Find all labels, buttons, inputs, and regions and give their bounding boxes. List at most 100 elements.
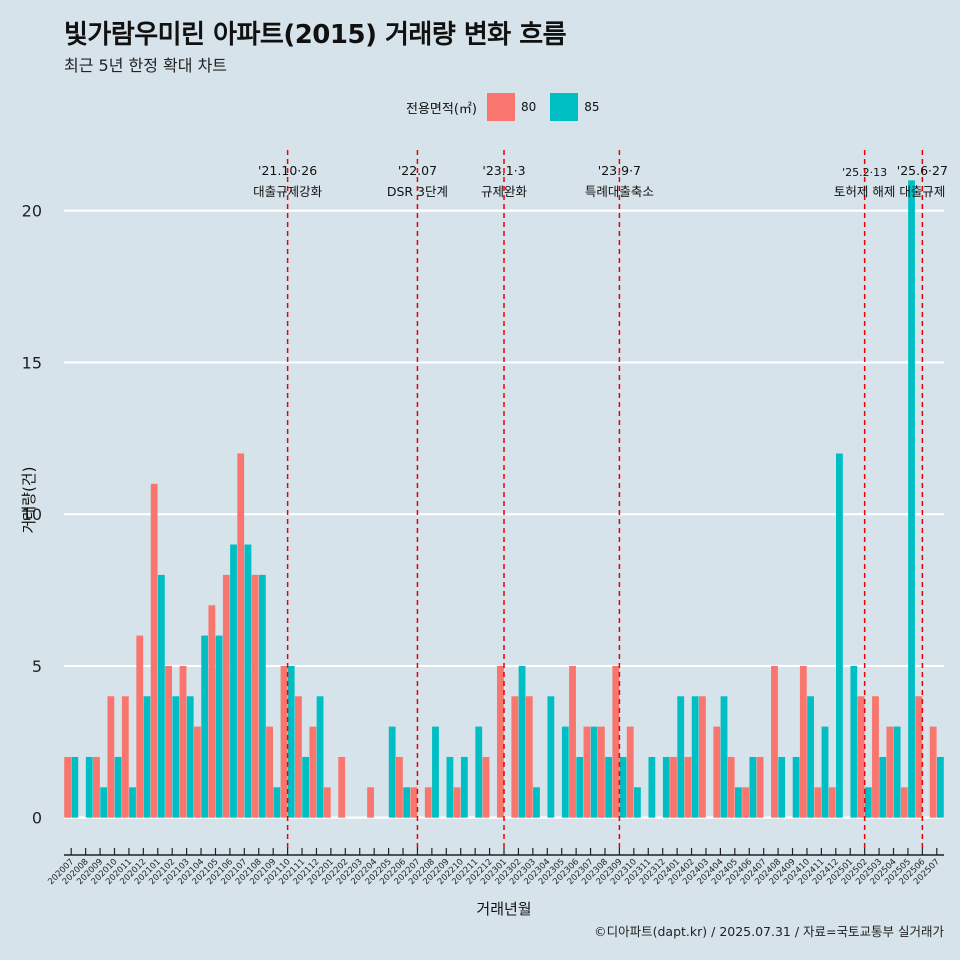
bar-80-202204 [367, 787, 374, 818]
bar-80-202201 [323, 787, 331, 818]
bar-85-202410 [807, 696, 814, 818]
bar-85-202507 [936, 756, 944, 818]
bar-85-202104 [201, 635, 209, 818]
y-tick-label-0: 0 [32, 809, 42, 828]
bar-85-202110 [287, 665, 295, 818]
bar-85-202402 [691, 696, 699, 818]
bar-85-202010 [114, 756, 122, 818]
bar-80-202406 [742, 787, 750, 818]
bar-80-202207 [410, 787, 418, 818]
bar-80-202102 [165, 665, 172, 818]
bar-85-202312 [662, 756, 670, 818]
legend-label-80: 80 [520, 100, 537, 114]
bar-80-202307 [583, 726, 591, 818]
bar-85-202208 [432, 726, 439, 818]
bar-85-202302 [518, 665, 526, 818]
bar-80-202306 [569, 665, 576, 818]
bar-80-202308 [597, 726, 605, 818]
y-tick-label-15: 15 [22, 353, 42, 372]
bar-85-202109 [273, 787, 281, 818]
bar-80-202106 [222, 574, 230, 818]
chart-title: 빛가람우미린 아파트(2015) 거래량 변화 흐름 [64, 20, 567, 50]
bar-80-202404 [713, 726, 721, 818]
bar-85-202503 [879, 756, 887, 818]
bar-80-202401 [670, 756, 677, 818]
bar-80-202301 [496, 665, 504, 818]
bar-80-202111 [295, 696, 302, 818]
legend-key-85 [550, 93, 579, 121]
bar-85-202103 [186, 696, 194, 818]
legend-key-80 [486, 93, 515, 121]
event-date-2: '23.1·3 [482, 163, 525, 178]
bar-80-202012 [136, 635, 144, 818]
bar-80-202009 [93, 756, 100, 818]
event-label-4: 토허제 해제 [834, 184, 895, 199]
bar-85-202501 [850, 665, 858, 818]
bar-85-202205 [388, 726, 396, 818]
bar-85-202505 [908, 180, 915, 818]
bar-80-202303 [525, 696, 533, 818]
bar-85-202307 [590, 726, 598, 818]
bar-85-202504 [893, 726, 901, 818]
event-label-1: DSR 3단계 [387, 184, 448, 199]
source-caption: ©디아파트(dapt.kr) / 2025.07.31 / 자료=국토교통부 실… [594, 924, 944, 939]
bar-80-202403 [698, 696, 706, 818]
bar-80-202208 [424, 787, 432, 818]
y-tick-label-20: 20 [22, 202, 42, 221]
bar-85-202007 [71, 756, 79, 818]
bar-80-202109 [266, 726, 273, 818]
bar-80-202505 [900, 787, 908, 818]
bar-80-202502 [857, 696, 865, 818]
bar-85-202111 [302, 756, 310, 818]
bar-85-202401 [677, 696, 685, 818]
bar-80-202503 [872, 696, 879, 818]
bar-80-202212 [482, 756, 490, 818]
bar-85-202502 [864, 787, 872, 818]
bar-80-202402 [684, 756, 692, 818]
event-date-3: '23.9·7 [598, 163, 641, 178]
bar-85-202106 [230, 544, 237, 818]
bar-80-202107 [237, 453, 245, 818]
legend: 전용면적(㎡) 80 85 [406, 93, 614, 121]
event-label-5: 대출규제 [899, 184, 945, 199]
bar-80-202007 [64, 756, 72, 818]
bar-85-202206 [403, 787, 411, 818]
y-tick-label-5: 5 [32, 657, 42, 676]
bar-80-202504 [886, 726, 894, 818]
bar-85-202305 [561, 726, 569, 818]
bar-80-202407 [756, 756, 764, 818]
bar-80-202410 [799, 665, 807, 818]
bar-80-202405 [727, 756, 735, 818]
bar-80-202412 [828, 787, 836, 818]
bar-85-202409 [792, 756, 800, 818]
bar-85-202308 [605, 756, 612, 818]
event-label-3: 특례대출축소 [585, 184, 654, 199]
bar-85-202310 [634, 787, 641, 818]
bar-85-202412 [836, 453, 843, 818]
bar-80-202011 [121, 696, 129, 818]
bar-85-202009 [100, 787, 108, 818]
bar-80-202310 [626, 726, 634, 818]
x-axis-title: 거래년월 [476, 900, 531, 918]
bar-85-202011 [129, 787, 136, 818]
bar-85-202306 [576, 756, 584, 818]
bar-85-202112 [316, 696, 324, 818]
bar-80-202108 [251, 574, 259, 818]
bar-85-202102 [172, 696, 180, 818]
bar-80-202103 [179, 665, 187, 818]
bar-80-202507 [929, 726, 937, 818]
event-date-0: '21.10·26 [258, 163, 317, 178]
bar-85-202311 [648, 756, 656, 818]
bar-85-202211 [475, 726, 483, 818]
chart-subtitle: 최근 5년 한정 확대 차트 [64, 56, 228, 75]
y-tick-label-10: 10 [22, 505, 42, 524]
y-axis-title: 거래량(건) [20, 467, 38, 534]
event-date-4: '25.2·13 [842, 166, 887, 179]
bar-80-202506 [915, 696, 923, 818]
event-label-2: 규제완화 [481, 184, 528, 199]
event-date-1: '22.07 [398, 163, 437, 178]
bar-80-202105 [208, 605, 216, 818]
bar-80-202411 [814, 787, 822, 818]
bar-85-202210 [460, 756, 468, 818]
